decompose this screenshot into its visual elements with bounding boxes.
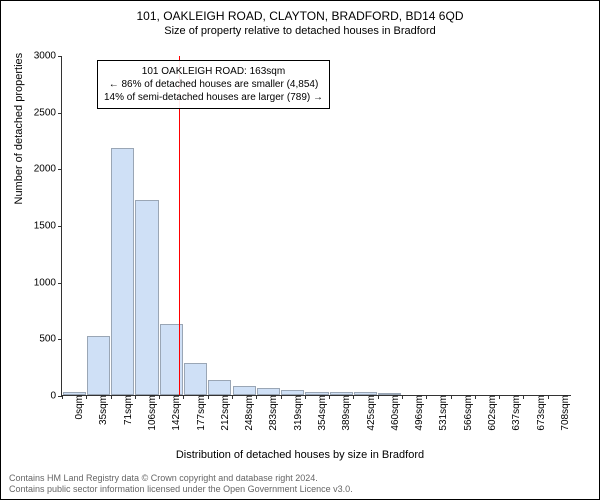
xtick-label: 566sqm (463, 395, 474, 431)
xtick-mark (183, 395, 184, 399)
xtick-label: 71sqm (123, 395, 134, 425)
xtick-label: 673sqm (536, 395, 547, 431)
footer: Contains HM Land Registry data © Crown c… (9, 473, 353, 495)
xtick-mark (523, 395, 524, 399)
xtick-label: 142sqm (171, 395, 182, 431)
annotation-box: 101 OAKLEIGH ROAD: 163sqm ← 86% of detac… (97, 60, 330, 109)
xtick-label: 106sqm (147, 395, 158, 431)
histogram-bar (208, 380, 231, 395)
xtick-mark (378, 395, 379, 399)
plot-area: 0500100015002000250030000sqm35sqm71sqm10… (61, 56, 571, 396)
ytick-label: 3000 (34, 51, 62, 62)
xtick-label: 460sqm (390, 395, 401, 431)
xtick-mark (62, 395, 63, 399)
xtick-mark (281, 395, 282, 399)
xtick-label: 708sqm (560, 395, 571, 431)
ytick-label: 0 (50, 391, 62, 402)
xtick-mark (426, 395, 427, 399)
chart-title: 101, OAKLEIGH ROAD, CLAYTON, BRADFORD, B… (1, 9, 599, 23)
footer-line-2: Contains public sector information licen… (9, 484, 353, 495)
x-axis-label: Distribution of detached houses by size … (1, 449, 599, 461)
ytick-label: 2500 (34, 107, 62, 118)
xtick-label: 389sqm (341, 395, 352, 431)
ytick-label: 1500 (34, 221, 62, 232)
histogram-bar (281, 390, 304, 395)
xtick-label: 319sqm (293, 395, 304, 431)
chart-container: 101, OAKLEIGH ROAD, CLAYTON, BRADFORD, B… (0, 0, 600, 500)
xtick-mark (475, 395, 476, 399)
histogram-bar (305, 392, 328, 395)
xtick-label: 0sqm (74, 395, 85, 419)
histogram-bar (354, 392, 377, 395)
xtick-mark (402, 395, 403, 399)
xtick-mark (329, 395, 330, 399)
ytick-label: 2000 (34, 164, 62, 175)
xtick-label: 283sqm (268, 395, 279, 431)
xtick-mark (451, 395, 452, 399)
histogram-bar (330, 392, 353, 395)
xtick-label: 496sqm (414, 395, 425, 431)
xtick-label: 248sqm (244, 395, 255, 431)
xtick-label: 637sqm (511, 395, 522, 431)
histogram-bar (184, 363, 207, 395)
histogram-bar (378, 393, 401, 395)
y-axis-label: Number of detached properties (13, 53, 25, 205)
footer-line-1: Contains HM Land Registry data © Crown c… (9, 473, 353, 484)
ytick-label: 1000 (34, 277, 62, 288)
xtick-mark (232, 395, 233, 399)
histogram-bar (257, 388, 280, 395)
annotation-line-2: ← 86% of detached houses are smaller (4,… (104, 78, 323, 91)
xtick-mark (305, 395, 306, 399)
histogram-bar (63, 392, 86, 395)
histogram-bar (135, 200, 158, 395)
xtick-mark (499, 395, 500, 399)
xtick-mark (256, 395, 257, 399)
xtick-mark (135, 395, 136, 399)
annotation-line-1: 101 OAKLEIGH ROAD: 163sqm (104, 65, 323, 78)
xtick-mark (208, 395, 209, 399)
ytick-label: 500 (39, 334, 62, 345)
histogram-bar (111, 148, 134, 395)
xtick-mark (159, 395, 160, 399)
xtick-mark (86, 395, 87, 399)
xtick-mark (353, 395, 354, 399)
annotation-line-3: 14% of semi-detached houses are larger (… (104, 91, 323, 104)
xtick-mark (548, 395, 549, 399)
xtick-label: 531sqm (438, 395, 449, 431)
xtick-label: 425sqm (366, 395, 377, 431)
xtick-label: 602sqm (487, 395, 498, 431)
xtick-label: 35sqm (98, 395, 109, 425)
xtick-label: 212sqm (220, 395, 231, 431)
histogram-bar (87, 336, 110, 395)
xtick-mark (111, 395, 112, 399)
xtick-label: 354sqm (317, 395, 328, 431)
xtick-label: 177sqm (196, 395, 207, 431)
chart-subtitle: Size of property relative to detached ho… (1, 25, 599, 37)
histogram-bar (233, 386, 256, 395)
